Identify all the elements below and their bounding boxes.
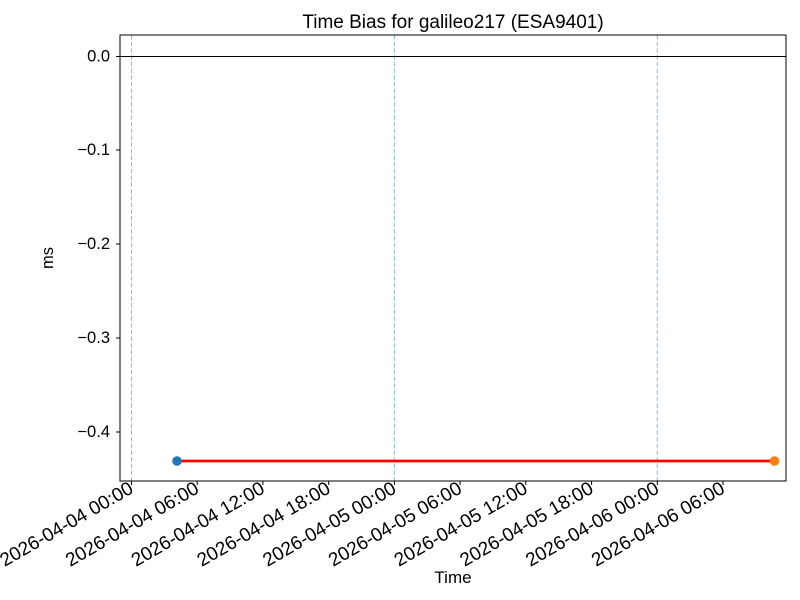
svg-text:Time Bias for galileo217 (ESA9: Time Bias for galileo217 (ESA9401) <box>302 12 603 33</box>
svg-text:−0.4: −0.4 <box>77 423 110 441</box>
svg-text:−0.1: −0.1 <box>77 141 110 159</box>
svg-text:−0.3: −0.3 <box>77 329 110 347</box>
svg-text:0.0: 0.0 <box>87 48 110 66</box>
svg-text:−0.2: −0.2 <box>77 235 110 253</box>
svg-text:ms: ms <box>39 247 57 269</box>
svg-text:Time: Time <box>434 568 471 587</box>
